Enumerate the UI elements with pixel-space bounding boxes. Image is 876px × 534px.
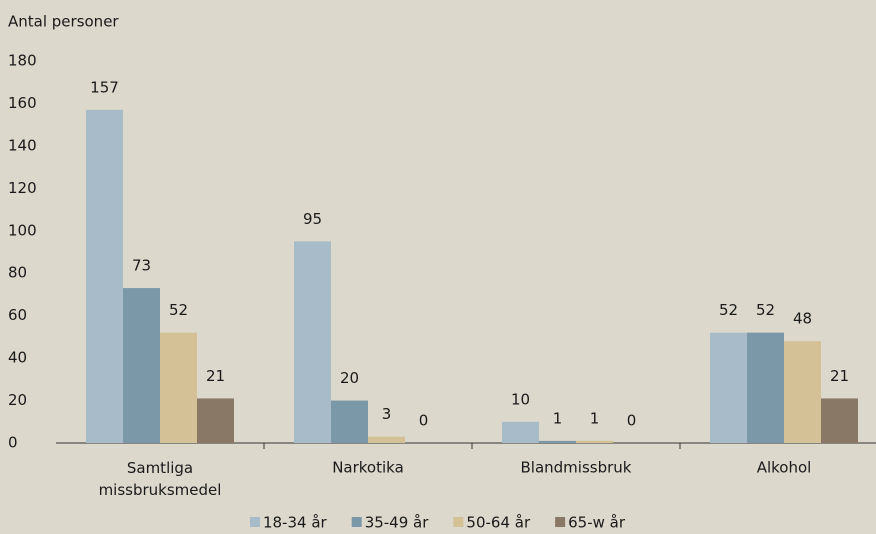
legend-swatch <box>555 517 566 527</box>
bar <box>821 398 858 443</box>
bar <box>197 398 234 443</box>
bar <box>747 332 784 443</box>
bar <box>331 400 368 443</box>
bar <box>368 436 405 443</box>
value-label: 10 <box>511 390 530 408</box>
value-label: 157 <box>90 78 119 96</box>
y-tick-label: 140 <box>8 136 37 154</box>
bar <box>294 241 331 443</box>
value-label: 52 <box>756 301 775 319</box>
value-label: 52 <box>169 301 188 319</box>
x-tick-label: Blandmissbruk <box>521 459 632 477</box>
value-label: 1 <box>553 409 563 427</box>
value-label: 1 <box>590 409 600 427</box>
bar <box>160 332 197 443</box>
legend-label: 65-w år <box>568 514 626 532</box>
value-label: 0 <box>627 412 637 430</box>
value-label: 48 <box>793 310 812 328</box>
bar <box>123 288 160 443</box>
x-tick-label: Narkotika <box>332 459 404 477</box>
y-tick-label: 180 <box>8 52 37 70</box>
bar <box>784 341 821 443</box>
x-tick-label: Samtliga missbruksmedel <box>99 459 222 499</box>
bar <box>576 440 613 443</box>
bar <box>86 109 123 444</box>
y-tick-label: 100 <box>8 221 37 239</box>
value-label: 3 <box>382 405 392 423</box>
value-label: 73 <box>132 257 151 275</box>
legend-swatch <box>249 517 260 527</box>
legend-swatch <box>453 517 464 527</box>
y-tick-label: 40 <box>8 349 27 367</box>
y-axis-label: Antal personer <box>8 13 119 31</box>
legend-swatch <box>351 517 362 527</box>
bar <box>539 440 576 443</box>
value-label: 21 <box>206 367 225 385</box>
legend-label: 35-49 år <box>365 514 430 532</box>
bar <box>710 332 747 443</box>
value-label: 20 <box>340 369 359 387</box>
x-tick-label: Alkohol <box>757 459 812 477</box>
value-label: 0 <box>419 412 429 430</box>
legend-label: 50-64 år <box>466 514 531 532</box>
y-tick-label: 60 <box>8 306 27 324</box>
y-tick-label: 120 <box>8 179 37 197</box>
bar <box>502 421 539 443</box>
value-label: 95 <box>303 210 322 228</box>
y-tick-label: 0 <box>8 434 18 452</box>
y-tick-label: 20 <box>8 391 27 409</box>
value-label: 52 <box>719 301 738 319</box>
y-tick-label: 160 <box>8 94 37 112</box>
value-label: 21 <box>830 367 849 385</box>
y-tick-label: 80 <box>8 264 27 282</box>
legend-label: 18-34 år <box>263 514 328 532</box>
